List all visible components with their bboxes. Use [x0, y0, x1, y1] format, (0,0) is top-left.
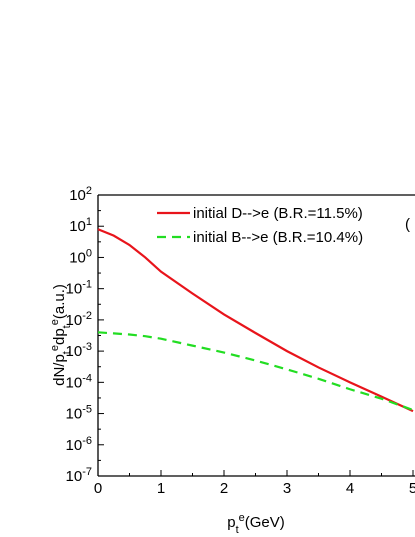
y-tick-label: 10-5 — [66, 404, 92, 423]
legend-label: initial B-->e (B.R.=10.4%) — [193, 229, 363, 246]
y-tick-label: 10-4 — [66, 372, 92, 391]
x-tick-label: 3 — [283, 480, 291, 497]
x-tick-label: 2 — [220, 480, 228, 497]
y-tick-label: 100 — [69, 247, 92, 266]
y-tick-label: 10-2 — [66, 310, 92, 329]
x-tick-label: 1 — [157, 480, 165, 497]
legend-label: initial D-->e (B.R.=11.5%) — [193, 205, 363, 222]
x-tick-label: 0 — [94, 480, 102, 497]
annotation: ( — [405, 216, 410, 233]
y-tick-label: 10-6 — [66, 435, 92, 454]
x-axis-label: pte(GeV) — [227, 512, 285, 536]
y-axis-label: dN/ptedpte(a.u.) — [49, 284, 73, 386]
x-tick-label: 5 — [409, 480, 415, 497]
series-line — [97, 331, 414, 412]
y-tick-label: 102 — [69, 185, 92, 204]
y-tick-label: 10-1 — [66, 279, 92, 298]
y-tick-label: 10-3 — [66, 341, 92, 360]
x-tick-label: 4 — [346, 480, 354, 497]
series-line — [97, 228, 414, 413]
y-tick-label: 101 — [69, 216, 92, 235]
y-tick-label: 10-7 — [66, 466, 92, 485]
